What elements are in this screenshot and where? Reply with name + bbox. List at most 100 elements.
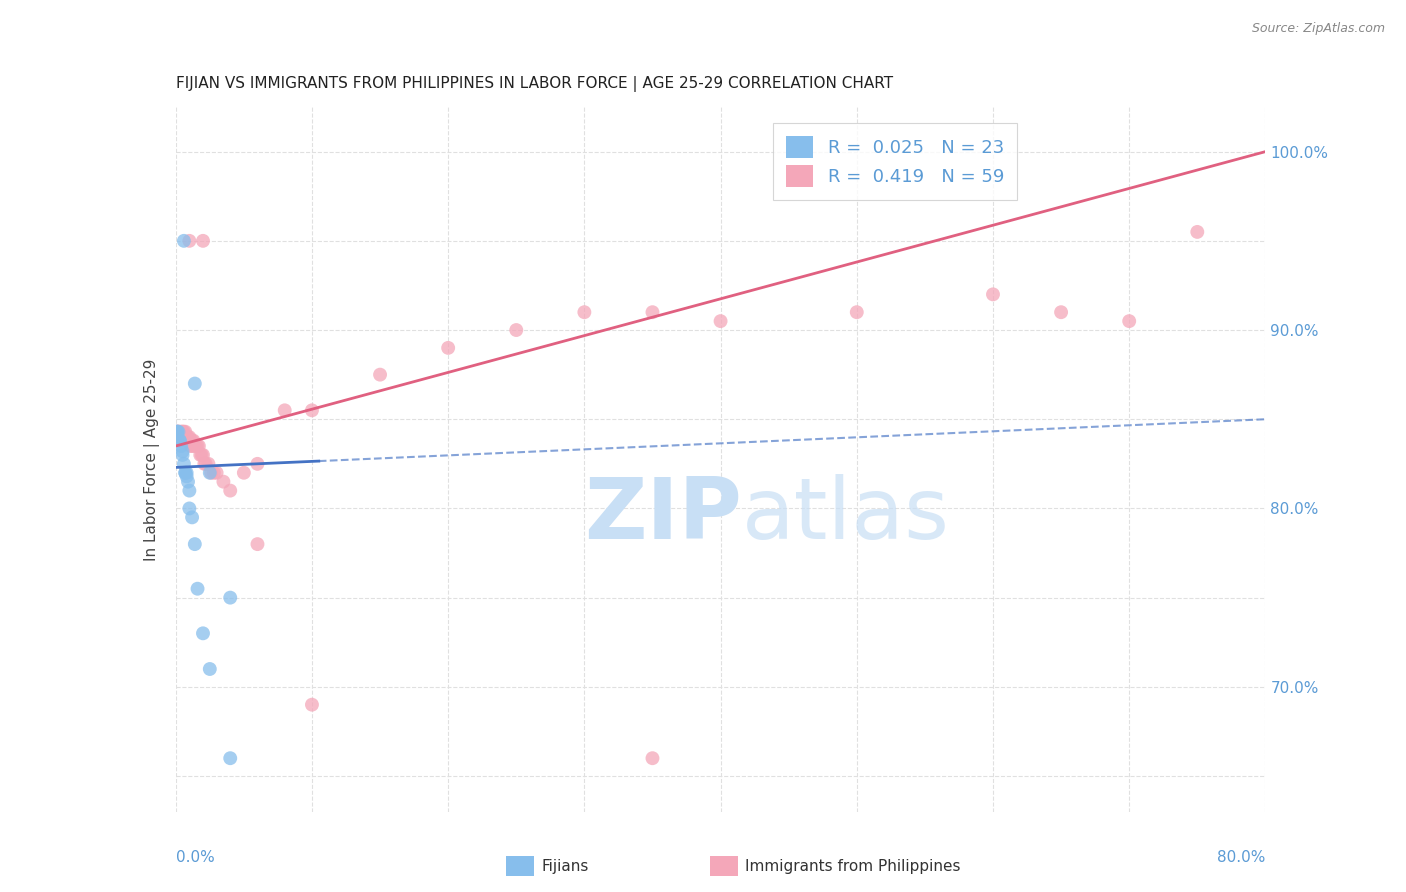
Point <box>191 626 214 640</box>
Point <box>181 510 204 524</box>
Point <box>167 425 190 439</box>
Point <box>173 425 195 439</box>
Text: Fijians: Fijians <box>541 859 589 873</box>
Point <box>219 591 242 605</box>
Point <box>193 457 215 471</box>
Point <box>172 448 194 462</box>
Point <box>641 305 664 319</box>
Point <box>166 425 188 439</box>
Point <box>166 425 188 439</box>
Point <box>174 425 197 439</box>
Text: atlas: atlas <box>742 475 950 558</box>
Point <box>169 434 191 448</box>
Point <box>169 425 191 439</box>
Point <box>179 501 201 516</box>
Text: 0.0%: 0.0% <box>176 850 215 865</box>
Text: Immigrants from Philippines: Immigrants from Philippines <box>745 859 960 873</box>
Text: 80.0%: 80.0% <box>1218 850 1265 865</box>
Point <box>179 483 201 498</box>
Point <box>180 434 202 448</box>
Point <box>190 448 212 462</box>
Point <box>166 425 188 439</box>
Point <box>184 537 207 551</box>
Point <box>169 434 191 448</box>
Point <box>177 430 200 444</box>
Point <box>301 403 323 417</box>
Point <box>172 430 194 444</box>
Point <box>176 469 198 483</box>
Point <box>184 376 207 391</box>
Point <box>186 439 209 453</box>
Point <box>505 323 527 337</box>
Point <box>167 425 190 439</box>
Point <box>710 314 733 328</box>
Point <box>1118 314 1140 328</box>
Point <box>172 425 194 439</box>
Point <box>173 434 195 448</box>
Point <box>170 439 193 453</box>
Point <box>205 466 228 480</box>
Point <box>177 434 200 448</box>
Point <box>1187 225 1209 239</box>
Text: FIJIAN VS IMMIGRANTS FROM PHILIPPINES IN LABOR FORCE | AGE 25-29 CORRELATION CHA: FIJIAN VS IMMIGRANTS FROM PHILIPPINES IN… <box>176 76 893 92</box>
Point <box>232 466 254 480</box>
Point <box>219 483 242 498</box>
Point <box>186 439 208 453</box>
Point <box>219 751 242 765</box>
Point <box>1050 305 1073 319</box>
Point <box>180 439 202 453</box>
Point <box>187 439 209 453</box>
Point <box>191 234 214 248</box>
Point <box>167 425 190 439</box>
Point <box>301 698 323 712</box>
Point <box>184 439 207 453</box>
Point <box>166 430 188 444</box>
Point <box>845 305 868 319</box>
Point <box>212 475 235 489</box>
Point <box>246 457 269 471</box>
Point <box>176 434 198 448</box>
Point <box>179 234 201 248</box>
Point <box>202 466 225 480</box>
Point <box>194 457 217 471</box>
Point <box>437 341 460 355</box>
Point <box>183 434 205 448</box>
Point <box>172 444 194 458</box>
Text: ZIP: ZIP <box>585 475 742 558</box>
Point <box>177 475 200 489</box>
Point <box>166 425 188 439</box>
Point <box>172 425 194 439</box>
Point <box>981 287 1004 301</box>
Point <box>176 430 198 444</box>
Point <box>198 662 221 676</box>
Point <box>179 434 201 448</box>
Point <box>197 457 219 471</box>
Y-axis label: In Labor Force | Age 25-29: In Labor Force | Age 25-29 <box>143 359 160 560</box>
Point <box>191 448 214 462</box>
Point <box>274 403 297 417</box>
Point <box>167 430 190 444</box>
Point <box>368 368 391 382</box>
Point <box>641 751 664 765</box>
Point <box>188 448 211 462</box>
Point <box>170 425 193 439</box>
Point <box>166 430 188 444</box>
Point <box>179 430 201 444</box>
Point <box>174 430 197 444</box>
Point <box>574 305 596 319</box>
Point <box>181 434 204 448</box>
Point <box>173 234 195 248</box>
Point <box>173 430 195 444</box>
Legend: R =  0.025   N = 23, R =  0.419   N = 59: R = 0.025 N = 23, R = 0.419 N = 59 <box>773 123 1017 200</box>
Point <box>200 466 222 480</box>
Point <box>170 430 193 444</box>
Text: Source: ZipAtlas.com: Source: ZipAtlas.com <box>1251 22 1385 36</box>
Point <box>174 466 197 480</box>
Point <box>176 466 198 480</box>
Point <box>169 430 191 444</box>
Point <box>166 425 188 439</box>
Point <box>174 466 197 480</box>
Point <box>181 439 204 453</box>
Point <box>186 582 209 596</box>
Point <box>198 466 221 480</box>
